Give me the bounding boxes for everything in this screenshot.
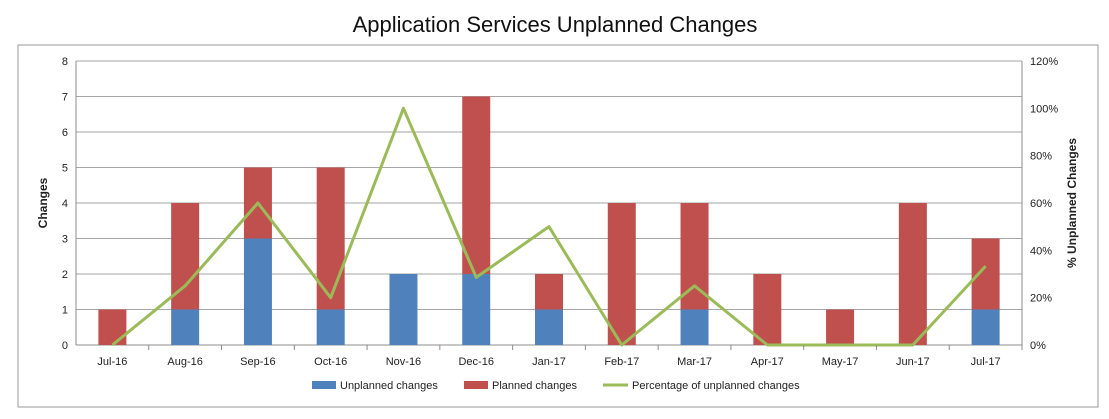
x-tick-label: Jan-17 bbox=[532, 356, 566, 368]
y-tick-label: 8 bbox=[62, 56, 68, 68]
legend-swatch-unplanned bbox=[312, 381, 336, 389]
x-tick-label: Oct-16 bbox=[314, 356, 347, 368]
y-tick-label: 0 bbox=[62, 340, 68, 352]
bar-planned bbox=[98, 309, 127, 345]
y2-tick-label: 100% bbox=[1030, 103, 1058, 115]
y2-tick-label: 0% bbox=[1030, 340, 1046, 352]
y-axis-ticks: 0 1 2 3 4 5 6 7 8 bbox=[62, 56, 68, 352]
x-tick-label: Nov-16 bbox=[386, 356, 421, 368]
y-tick-label: 7 bbox=[62, 92, 68, 104]
y-tick-label: 3 bbox=[62, 234, 68, 246]
legend-swatch-planned bbox=[464, 381, 488, 389]
x-tick-label: Jul-16 bbox=[97, 356, 127, 368]
legend-label-percentage: Percentage of unplanned changes bbox=[632, 380, 800, 392]
bar-planned bbox=[971, 238, 1000, 310]
x-tick-label: Mar-17 bbox=[677, 356, 712, 368]
bar-planned bbox=[462, 96, 491, 274]
bar-planned bbox=[607, 203, 636, 345]
y2-tick-label: 60% bbox=[1030, 198, 1052, 210]
legend: Unplanned changes Planned changes Percen… bbox=[312, 380, 800, 392]
x-tick-label: Sep-16 bbox=[240, 356, 275, 368]
bars bbox=[98, 96, 1000, 345]
bar-unplanned bbox=[535, 309, 563, 345]
y-tick-label: 1 bbox=[62, 305, 68, 317]
bar-unplanned bbox=[243, 238, 272, 345]
x-axis-ticks: Jul-16 Aug-16 Sep-16 Oct-16 Nov-16 Dec-16 Jan-… bbox=[97, 345, 1023, 368]
x-tick-label: Jul-17 bbox=[971, 356, 1001, 368]
bar-planned bbox=[535, 274, 563, 310]
y2-axis-ticks: 0% 20% 40% 60% 80% 100% 120% bbox=[1030, 56, 1058, 352]
bar-planned bbox=[753, 274, 782, 345]
y2-tick-label: 40% bbox=[1030, 245, 1052, 257]
x-tick-label: Feb-17 bbox=[604, 356, 639, 368]
chart-title: Application Services Unplanned Changes bbox=[353, 12, 758, 37]
bar-planned bbox=[316, 167, 345, 310]
x-tick-label: Jun-17 bbox=[896, 356, 930, 368]
y-tick-label: 2 bbox=[62, 269, 68, 281]
x-tick-label: Apr-17 bbox=[751, 356, 784, 368]
y-tick-label: 5 bbox=[62, 163, 68, 175]
x-tick-label: May-17 bbox=[822, 356, 859, 368]
y2-axis-label: % Unplanned Changes bbox=[1065, 138, 1079, 268]
y-tick-label: 4 bbox=[62, 198, 68, 210]
percentage-line-group bbox=[111, 106, 987, 347]
y2-tick-label: 80% bbox=[1030, 151, 1052, 163]
percentage-line bbox=[111, 106, 987, 347]
legend-label-unplanned: Unplanned changes bbox=[340, 380, 438, 392]
bar-unplanned bbox=[389, 274, 418, 345]
x-tick-label: Dec-16 bbox=[458, 356, 493, 368]
bar-unplanned bbox=[680, 309, 709, 345]
y2-tick-label: 120% bbox=[1030, 56, 1058, 68]
x-tick-label: Aug-16 bbox=[167, 356, 202, 368]
bar-unplanned bbox=[971, 309, 1000, 345]
bar-planned bbox=[898, 203, 927, 345]
y2-tick-label: 20% bbox=[1030, 293, 1052, 305]
y-axis-label: Changes bbox=[36, 177, 50, 228]
bar-planned bbox=[826, 309, 855, 345]
y-tick-label: 6 bbox=[62, 127, 68, 139]
bar-unplanned bbox=[462, 274, 491, 345]
legend-label-planned: Planned changes bbox=[492, 380, 578, 392]
bar-unplanned bbox=[316, 309, 345, 345]
bar-unplanned bbox=[171, 309, 200, 345]
